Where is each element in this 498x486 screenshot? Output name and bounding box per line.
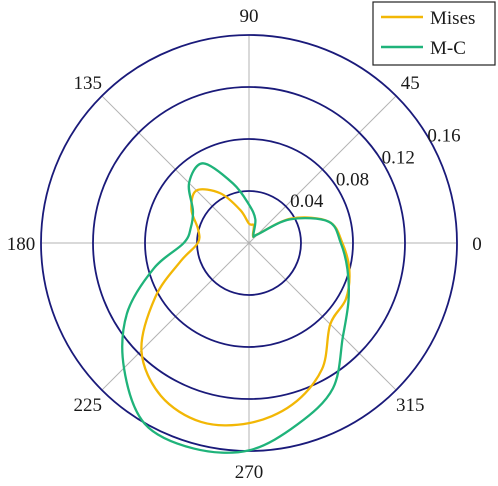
legend-label-mc: M-C (430, 38, 466, 59)
angle-tick-180: 180 (7, 234, 36, 255)
angle-tick-225: 225 (74, 395, 103, 416)
angle-tick-0: 0 (472, 234, 482, 255)
series-group (121, 162, 351, 454)
legend-label-mises: Mises (430, 8, 475, 29)
ring-2 (92, 86, 406, 400)
angle-tick-270: 270 (235, 462, 264, 483)
legend: Mises M-C (372, 1, 496, 66)
legend-box (372, 1, 496, 66)
angle-tick-315: 315 (396, 395, 425, 416)
tick-labels: 0 45 90 135 180 225 270 315 0.04 0.08 0.12 0.16 (7, 6, 482, 483)
polar-grid (40, 34, 458, 452)
radial-tick-3: 0.16 (427, 126, 460, 147)
radial-tick-1: 0.08 (336, 169, 369, 190)
ring-1 (144, 138, 354, 348)
angle-tick-90: 90 (240, 6, 259, 27)
angle-tick-135: 135 (74, 73, 103, 94)
radial-tick-0: 0.04 (290, 191, 324, 212)
series-line-mises (140, 188, 351, 427)
series-line-m-c (121, 162, 351, 454)
angle-tick-45: 45 (401, 73, 420, 94)
radial-tick-2: 0.12 (382, 148, 415, 169)
